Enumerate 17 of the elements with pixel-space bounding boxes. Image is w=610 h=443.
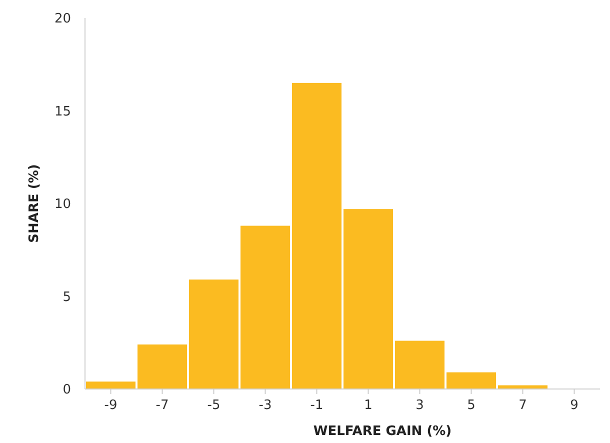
x-axis-title: WELFARE GAIN (%) [313,424,452,439]
y-tick-label: 10 [54,197,71,212]
x-tick-label: -1 [310,398,324,413]
x-tick-label: -9 [104,398,118,413]
y-tick-label: 20 [54,12,71,27]
x-tick-label: 1 [364,398,372,413]
x-tick-label: 3 [416,398,424,413]
x-tick-label: -3 [258,398,272,413]
y-tick-label: 5 [62,290,71,305]
y-tick-label: 0 [62,382,71,398]
y-axis-title: SHARE (%) [27,164,42,243]
y-tick-label: 15 [54,104,71,120]
x-tick-label: 5 [467,398,476,413]
x-tick-label: 9 [570,398,578,413]
x-tick-label: -7 [156,398,169,413]
x-tick-label: -5 [207,398,220,413]
x-tick-label: 7 [518,398,527,413]
